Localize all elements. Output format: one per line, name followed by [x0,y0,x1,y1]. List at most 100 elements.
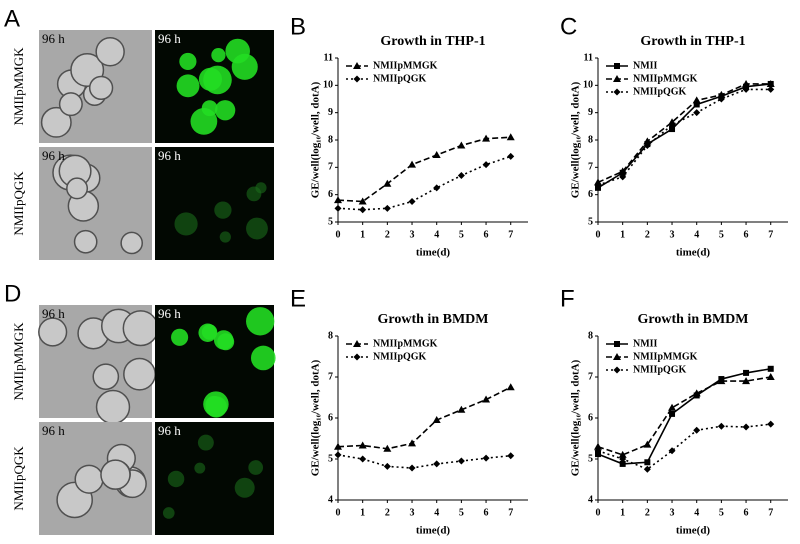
marker [482,395,491,403]
marker [506,133,515,141]
marker [619,173,627,181]
time-label: 96 h [42,306,65,321]
cell-signal [198,67,222,91]
x-tick-label: 5 [459,507,464,518]
x-tick-label: 2 [385,229,390,240]
y-tick-label: 5 [328,216,333,227]
y-tick-label: 8 [588,134,593,145]
cell-signal [201,100,218,117]
time-label: 96 h [42,148,65,163]
marker [383,204,391,212]
series-line [597,423,771,471]
cell-signal [214,201,232,219]
cell-signal [246,217,268,240]
y-tick-label: 7 [588,162,593,173]
time-label: 96 h [158,148,181,163]
cell-signal [246,307,275,336]
marker [353,75,361,83]
marker [742,423,750,431]
marker [359,206,367,214]
marker [742,79,751,87]
marker [669,126,676,133]
y-tick-label: 8 [328,134,333,145]
marker [643,465,651,473]
series-line [337,454,511,469]
marker [767,420,775,428]
x-tick-label: 3 [670,507,675,518]
marker [669,410,676,417]
marker [594,181,602,189]
cell [74,464,104,494]
marker [507,152,515,160]
marker [614,63,620,69]
marker [482,161,490,169]
marker [432,151,441,159]
cell [122,310,159,347]
marker [613,88,621,96]
time-label: 96 h [42,423,65,438]
marker [506,383,515,391]
y-tick-label: 5 [588,216,593,227]
y-axis-label: GE/well(log₁₀/well, dotA) [570,359,582,476]
marker [353,353,361,361]
x-tick-label: 5 [459,229,464,240]
y-tick-label: 5 [588,453,593,464]
marker [767,365,774,372]
time-label: 96 h [158,31,181,46]
x-tick-label: 0 [596,507,601,518]
cell-signal [217,333,235,351]
y-tick-label: 6 [588,412,593,423]
legend-label: NMIIpQGK [373,351,427,362]
legend-label: NMIIpQGK [633,86,687,97]
marker [742,377,751,385]
cell-signal [176,74,200,98]
cell [100,459,131,490]
x-axis-label: time(d) [676,525,711,537]
x-tick-label: 4 [434,229,439,240]
marker [767,85,775,93]
x-tick-label: 0 [336,507,341,518]
series-line [337,386,512,450]
marker [358,441,367,449]
marker [358,197,367,205]
y-tick-label: 6 [588,189,593,200]
y-axis-label: GE/well(log₁₀/well, dotA) [310,81,322,198]
x-tick-label: 6 [744,507,749,518]
y-tick-label: 11 [324,52,333,63]
marker [693,426,701,434]
x-tick-label: 2 [645,229,650,240]
x-tick-label: 5 [719,507,724,518]
cell-signal [198,323,217,342]
y-axis-label: GE/well(log₁₀/well, dotA) [570,81,582,198]
x-tick-label: 5 [719,229,724,240]
marker [334,451,342,459]
cell-signal [205,395,223,414]
marker [408,198,416,205]
panel-label: E [290,285,306,312]
marker [614,341,620,347]
time-label: 96 h [42,31,65,46]
y-tick-label: 9 [328,107,333,118]
x-tick-label: 3 [670,229,675,240]
marker [334,442,342,450]
cell-signal [250,345,276,371]
x-tick-label: 6 [484,229,489,240]
marker [359,455,367,463]
panel-label: D [4,280,21,307]
x-tick-label: 0 [336,229,341,240]
marker [668,121,676,129]
x-tick-label: 3 [410,507,415,518]
y-axis-label: GE/well(log₁₀/well, dotA) [310,359,322,476]
y-tick-label: 6 [328,412,333,423]
row-label: NMIIpMMGK [11,47,26,126]
marker [457,172,465,180]
legend-label: NMIIpQGK [373,73,427,84]
chart-title: Growth in BMDM [638,312,749,327]
legend-label: NMIIpQGK [633,364,687,375]
marker [433,460,441,468]
y-tick-label: 9 [588,107,593,118]
legend-label: NMII [633,338,658,349]
marker [766,373,775,380]
legend-label: NMIIpMMGK [373,60,438,71]
